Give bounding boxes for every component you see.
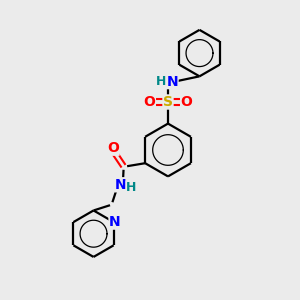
Text: H: H bbox=[156, 75, 167, 88]
Text: N: N bbox=[109, 215, 121, 229]
Text: O: O bbox=[181, 95, 193, 109]
Text: N: N bbox=[115, 178, 126, 192]
Text: H: H bbox=[126, 181, 136, 194]
Text: S: S bbox=[163, 95, 173, 109]
Text: N: N bbox=[167, 75, 178, 88]
Text: O: O bbox=[143, 95, 155, 109]
Text: O: O bbox=[107, 141, 119, 155]
